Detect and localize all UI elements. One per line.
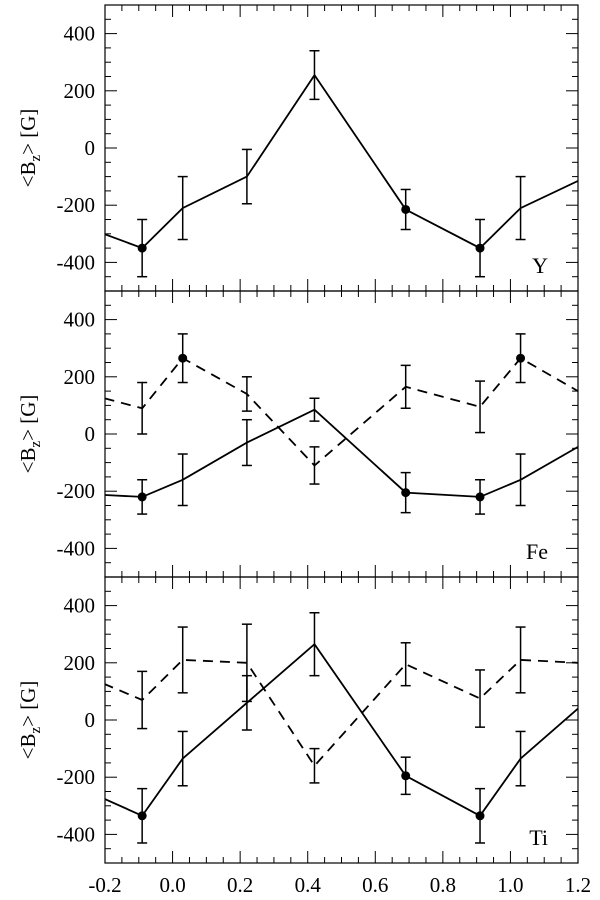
y-axis-label: <Bz> [G]: [16, 109, 44, 188]
y-tick-label: 0: [85, 422, 96, 446]
y-tick-label: -200: [57, 765, 96, 789]
y-tick-label: -400: [57, 822, 96, 846]
panel-label: Y: [532, 253, 548, 278]
y-axis-label: <Bz> [G]: [16, 681, 44, 760]
series-group: [105, 333, 578, 515]
y-tick-label: -400: [57, 250, 96, 274]
y-tick-label: 400: [64, 22, 96, 46]
data-point: [475, 243, 485, 253]
panel-y: -400 -200 0 200 400 <Bz> [G] Y: [16, 4, 579, 292]
data-point: [178, 353, 188, 363]
panel-label: Fe: [526, 539, 548, 564]
panel-label: Ti: [529, 825, 548, 850]
x-tick-label: 0.8: [430, 873, 456, 897]
x-tick-label: 1.0: [497, 873, 523, 897]
y-tick-label: -400: [57, 536, 96, 560]
data-point: [516, 353, 526, 363]
data-point: [401, 771, 411, 781]
data-point: [475, 492, 485, 502]
y-tick-label: -200: [57, 479, 96, 503]
series-line-solid: [105, 408, 578, 498]
data-point: [137, 492, 147, 502]
data-point: [137, 243, 147, 253]
series-group: [105, 50, 578, 278]
panel-fe: -400 -200 0 200 400 <Bz> [G] Fe: [16, 290, 579, 578]
data-point: [137, 811, 147, 821]
data-point: [475, 811, 485, 821]
series-line-solid: [105, 73, 578, 250]
x-tick-label: 0.0: [159, 873, 185, 897]
y-tick-label: 200: [64, 365, 96, 389]
series-group: [105, 612, 578, 844]
x-tick-label: 0.2: [227, 873, 253, 897]
y-tick-label: 0: [85, 136, 96, 160]
x-tick-label: 0.4: [295, 873, 322, 897]
panel-frame: [104, 576, 579, 864]
y-tick-label: 200: [64, 651, 96, 675]
y-tick-label: 400: [64, 594, 96, 618]
y-tick-label: 200: [64, 79, 96, 103]
y-axis-label: <Bz> [G]: [16, 395, 44, 474]
y-tick-label: -200: [57, 193, 96, 217]
series-line-dashed: [105, 658, 578, 768]
panel-ti: -400 -200 0 200 400 <Bz> [G] Ti: [16, 576, 579, 864]
y-tick-label: 0: [85, 708, 96, 732]
panel-frame: [104, 4, 579, 292]
x-tick-label: 1.2: [565, 873, 591, 897]
x-tick-label: -0.2: [88, 873, 121, 897]
data-point: [401, 488, 411, 498]
series-line-dashed: [105, 357, 578, 467]
y-tick-label: 400: [64, 308, 96, 332]
series-line-solid: [105, 642, 578, 817]
x-axis: -0.2 0.0 0.2 0.4 0.6 0.8 1.0 1.2: [88, 873, 591, 897]
data-point: [401, 204, 411, 214]
x-tick-label: 0.6: [362, 873, 388, 897]
